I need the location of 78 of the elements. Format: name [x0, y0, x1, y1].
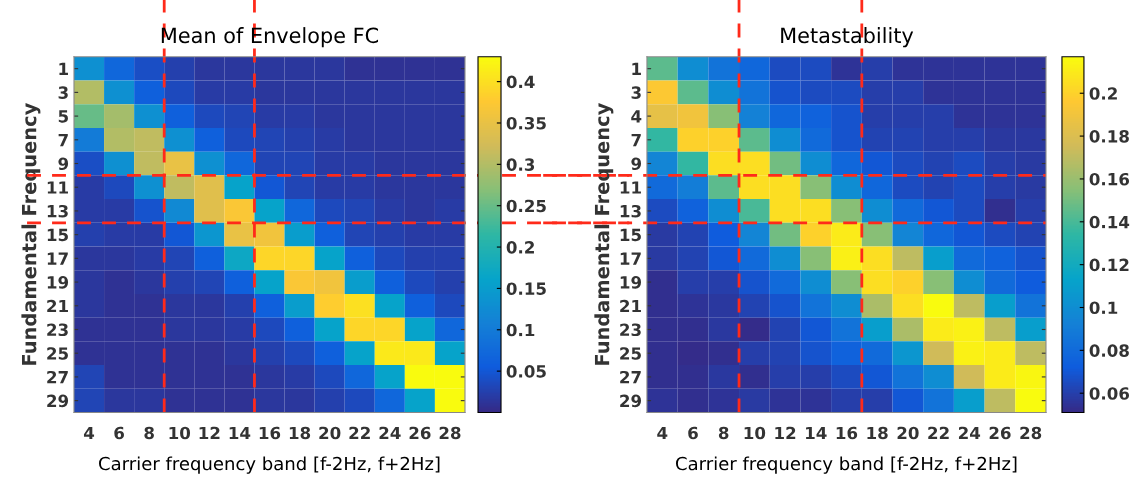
color-bar-label: 0.3 — [506, 158, 535, 171]
y-axis-title: Fundamental Frequency — [594, 103, 614, 365]
color-bar-label: 0.12 — [1089, 258, 1129, 272]
color-bar-label: 0.08 — [1089, 344, 1129, 357]
y-tick-label: 25 — [620, 347, 641, 360]
y-tick-label: 27 — [620, 370, 641, 384]
y-tick-label: 29 — [620, 394, 642, 408]
x-tick-label: 6 — [114, 426, 124, 440]
y-tick-label: 9 — [631, 157, 642, 171]
y-tick-label: 9 — [58, 157, 69, 171]
x-tick-label: 26 — [409, 426, 431, 440]
y-tick-label: 21 — [47, 299, 68, 313]
x-tick-label: 16 — [259, 426, 281, 440]
x-tick-label: 24 — [958, 426, 981, 440]
y-tick-label: 1 — [632, 62, 641, 75]
y-tick-label: 15 — [620, 228, 641, 242]
y-tick-label: 15 — [47, 228, 68, 242]
x-tick-label: 22 — [349, 426, 370, 440]
x-tick-label: 28 — [439, 426, 461, 440]
x-tick-label: 4 — [657, 426, 668, 440]
y-tick-label: 25 — [47, 347, 68, 360]
x-tick-label: 8 — [718, 426, 729, 440]
y-tick-label: 13 — [47, 204, 68, 218]
color-bar-label: 0.16 — [1089, 172, 1130, 186]
color-bar-label: 0.2 — [1089, 87, 1117, 100]
x-tick-label: 28 — [1020, 426, 1042, 440]
color-bar-label: 0.2 — [506, 241, 534, 254]
x-tick-label: 10 — [744, 426, 766, 440]
x-axis-title: Carrier frequency band [f-2Hz, f+2Hz] — [99, 456, 440, 474]
y-tick-label: 17 — [47, 252, 68, 265]
x-tick-label: 14 — [806, 426, 827, 440]
y-tick-label: 11 — [47, 181, 68, 194]
y-tick-label: 19 — [620, 276, 642, 289]
x-axis-title: Carrier frequency band [f-2Hz, f+2Hz] — [675, 456, 1017, 474]
y-tick-label: 29 — [47, 394, 69, 408]
x-tick-label: 26 — [989, 426, 1011, 440]
y-tick-label: 27 — [47, 370, 68, 384]
x-tick-label: 14 — [229, 426, 251, 440]
y-axis-title: Fundamental Frequency — [21, 103, 41, 365]
y-tick-label: 13 — [620, 204, 641, 218]
x-tick-label: 4 — [83, 426, 95, 440]
color-bar-label: 0.05 — [506, 365, 546, 378]
x-tick-label: 20 — [319, 426, 341, 440]
y-tick-label: 19 — [47, 276, 69, 289]
color-bar-label: 0.4 — [506, 75, 535, 89]
y-tick-label: 1 — [59, 62, 68, 75]
x-tick-label: 6 — [688, 426, 698, 440]
y-tick-label: 7 — [58, 133, 68, 147]
color-bar-label: 0.35 — [506, 116, 546, 130]
x-tick-label: 22 — [928, 426, 949, 440]
color-bar-label: 0.1 — [506, 323, 535, 337]
x-tick-label: 20 — [897, 426, 919, 440]
x-tick-label: 12 — [775, 426, 796, 440]
y-tick-label: 21 — [620, 299, 641, 313]
chart-title: Mean of Envelope FC — [161, 27, 379, 48]
x-tick-label: 16 — [836, 426, 858, 440]
y-tick-label: 11 — [620, 181, 641, 194]
x-tick-label: 8 — [144, 426, 154, 440]
color-bar-label: 0.06 — [1089, 387, 1130, 400]
chart-title: Metastability — [781, 27, 914, 48]
y-tick-label: 3 — [631, 86, 641, 99]
x-tick-label: 12 — [199, 426, 220, 440]
y-tick-label: 7 — [631, 133, 641, 147]
x-tick-label: 10 — [169, 426, 191, 440]
x-tick-label: 18 — [289, 426, 311, 440]
y-tick-label: 23 — [47, 323, 68, 337]
y-tick-label: 4 — [631, 110, 642, 123]
color-bar-label: 0.18 — [1089, 130, 1129, 143]
y-tick-label: 5 — [58, 110, 68, 123]
color-bar-label: 0.1 — [1089, 301, 1118, 315]
y-tick-label: 23 — [620, 323, 641, 337]
color-bar-label: 0.25 — [506, 199, 546, 213]
color-bar-label: 0.15 — [506, 282, 546, 295]
x-tick-label: 24 — [379, 426, 401, 440]
y-tick-label: 17 — [620, 252, 641, 265]
y-tick-label: 3 — [58, 86, 68, 99]
x-tick-label: 18 — [867, 426, 888, 440]
color-bar-label: 0.14 — [1089, 215, 1130, 229]
